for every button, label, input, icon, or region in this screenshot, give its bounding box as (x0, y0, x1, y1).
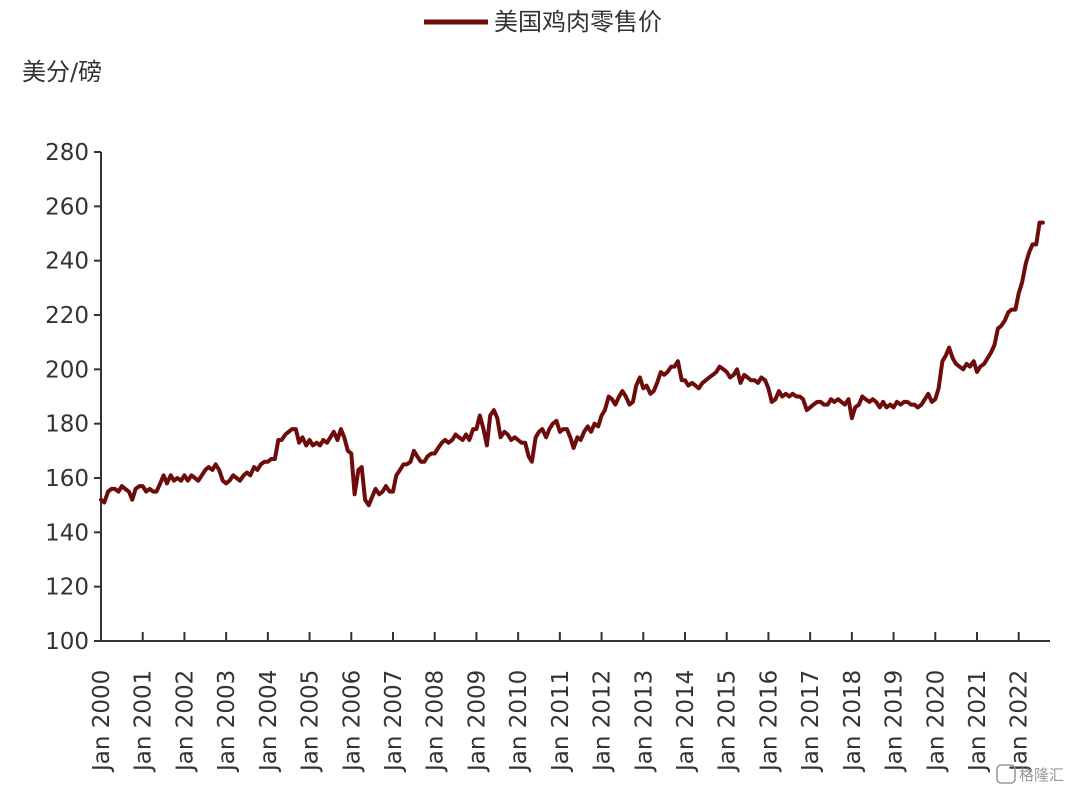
y-tick-label: 100 (45, 629, 89, 655)
x-tick-label: Jan 2011 (548, 670, 574, 773)
legend-label: 美国鸡肉零售价 (494, 8, 662, 36)
x-tick-label: Jan 2017 (798, 670, 824, 773)
y-ticks: 100 120 140 160 180 200 220 240 260 280 (45, 140, 101, 655)
x-tick-label: Jan 2006 (339, 670, 365, 773)
x-ticks: Jan 2000 Jan 2001 Jan 2002 Jan 2003 Jan 2004… (89, 632, 1033, 773)
y-tick-label: 120 (45, 575, 89, 601)
x-tick-label: Jan 2007 (381, 670, 407, 773)
x-tick-label: Jan 2014 (673, 670, 699, 773)
x-tick-label: Jan 2003 (214, 670, 240, 773)
watermark: 格隆汇 (996, 764, 1064, 784)
x-tick-label: Jan 2002 (172, 670, 198, 773)
x-tick-label: Jan 2022 (1007, 670, 1033, 773)
x-tick-label: Jan 2018 (840, 670, 866, 773)
series-line-chicken-price (99, 220, 1045, 508)
legend: 美国鸡肉零售价 (424, 8, 662, 36)
x-tick-label: Jan 2000 (89, 670, 115, 773)
x-tick-label: Jan 2015 (715, 670, 741, 773)
y-tick-label: 280 (45, 140, 89, 166)
y-tick-label: 180 (45, 412, 89, 438)
y-tick-label: 160 (45, 466, 89, 492)
x-tick-label: Jan 2012 (590, 670, 616, 773)
y-tick-label: 220 (45, 303, 89, 329)
y-tick-label: 200 (45, 357, 89, 383)
x-tick-label: Jan 2008 (423, 670, 449, 773)
y-tick-label: 260 (45, 194, 89, 220)
watermark-logo-icon (996, 764, 1016, 784)
x-tick-label: Jan 2013 (631, 670, 657, 773)
y-tick-label: 140 (45, 520, 89, 546)
y-tick-label: 240 (45, 249, 89, 275)
x-tick-label: Jan 2001 (131, 670, 157, 773)
x-tick-label: Jan 2016 (756, 670, 782, 773)
x-tick-label: Jan 2019 (882, 670, 908, 773)
y-axis-label: 美分/磅 (22, 58, 102, 86)
x-tick-label: Jan 2021 (965, 670, 991, 773)
watermark-text: 格隆汇 (1019, 766, 1064, 784)
x-tick-label: Jan 2004 (256, 670, 282, 773)
x-tick-label: Jan 2005 (298, 670, 324, 773)
x-tick-label: Jan 2020 (923, 670, 949, 773)
x-tick-label: Jan 2010 (506, 670, 532, 773)
x-tick-label: Jan 2009 (464, 670, 490, 773)
